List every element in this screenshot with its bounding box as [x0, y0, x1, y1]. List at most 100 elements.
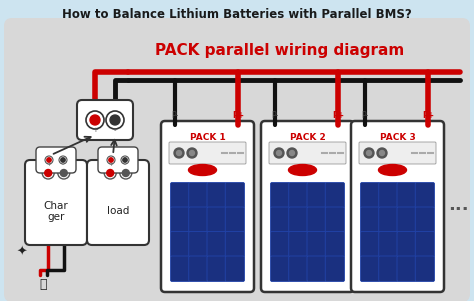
Text: PACK 3: PACK 3: [380, 132, 415, 141]
Circle shape: [176, 150, 182, 156]
Circle shape: [104, 167, 116, 179]
FancyBboxPatch shape: [207, 207, 226, 232]
Ellipse shape: [379, 165, 407, 175]
Circle shape: [59, 156, 67, 164]
Circle shape: [42, 167, 54, 179]
Circle shape: [107, 156, 115, 164]
Circle shape: [60, 169, 67, 176]
FancyBboxPatch shape: [415, 207, 435, 232]
FancyBboxPatch shape: [225, 207, 245, 232]
FancyBboxPatch shape: [271, 231, 290, 257]
FancyBboxPatch shape: [271, 182, 290, 208]
FancyBboxPatch shape: [189, 231, 208, 257]
FancyBboxPatch shape: [169, 142, 246, 164]
FancyBboxPatch shape: [415, 231, 435, 257]
FancyBboxPatch shape: [189, 182, 208, 208]
Circle shape: [86, 111, 104, 129]
FancyBboxPatch shape: [271, 256, 290, 281]
Circle shape: [287, 148, 297, 158]
Circle shape: [90, 115, 100, 125]
Circle shape: [380, 150, 384, 156]
FancyBboxPatch shape: [171, 207, 190, 232]
Circle shape: [174, 148, 184, 158]
FancyBboxPatch shape: [325, 182, 345, 208]
FancyBboxPatch shape: [415, 182, 435, 208]
Text: ⏚: ⏚: [39, 278, 47, 291]
Text: +: +: [109, 162, 113, 167]
Circle shape: [274, 148, 284, 158]
Ellipse shape: [289, 165, 317, 175]
Text: ...: ...: [447, 196, 468, 214]
Circle shape: [377, 148, 387, 158]
Text: -: -: [62, 162, 64, 167]
Text: P+: P+: [232, 110, 244, 119]
FancyBboxPatch shape: [225, 182, 245, 208]
Text: P+: P+: [332, 110, 344, 119]
FancyBboxPatch shape: [261, 121, 354, 292]
Circle shape: [45, 156, 53, 164]
FancyBboxPatch shape: [207, 256, 226, 281]
FancyBboxPatch shape: [379, 256, 398, 281]
FancyBboxPatch shape: [307, 231, 326, 257]
FancyBboxPatch shape: [307, 207, 326, 232]
FancyBboxPatch shape: [87, 160, 149, 245]
FancyBboxPatch shape: [397, 182, 416, 208]
Circle shape: [187, 148, 197, 158]
FancyBboxPatch shape: [361, 231, 380, 257]
FancyBboxPatch shape: [207, 182, 226, 208]
FancyBboxPatch shape: [171, 231, 190, 257]
FancyBboxPatch shape: [415, 256, 435, 281]
Text: PACK 2: PACK 2: [290, 132, 325, 141]
Circle shape: [47, 158, 51, 162]
Text: P-: P-: [272, 110, 279, 119]
FancyBboxPatch shape: [189, 256, 208, 281]
Text: P-: P-: [172, 110, 179, 119]
FancyBboxPatch shape: [161, 121, 254, 292]
FancyBboxPatch shape: [289, 182, 308, 208]
FancyBboxPatch shape: [361, 182, 380, 208]
Circle shape: [290, 150, 294, 156]
Ellipse shape: [189, 165, 217, 175]
FancyBboxPatch shape: [289, 207, 308, 232]
FancyBboxPatch shape: [397, 207, 416, 232]
FancyBboxPatch shape: [325, 207, 345, 232]
FancyBboxPatch shape: [171, 182, 190, 208]
Text: P-: P-: [361, 110, 369, 119]
FancyBboxPatch shape: [379, 207, 398, 232]
Text: load: load: [107, 206, 129, 216]
Text: P+: P+: [422, 110, 434, 119]
Circle shape: [121, 156, 129, 164]
FancyBboxPatch shape: [225, 231, 245, 257]
Text: +: +: [46, 162, 51, 167]
FancyBboxPatch shape: [351, 121, 444, 292]
FancyBboxPatch shape: [189, 207, 208, 232]
Circle shape: [110, 115, 120, 125]
FancyBboxPatch shape: [77, 100, 133, 140]
FancyBboxPatch shape: [359, 142, 436, 164]
Text: -: -: [114, 127, 116, 133]
FancyBboxPatch shape: [36, 147, 76, 173]
FancyBboxPatch shape: [397, 231, 416, 257]
FancyBboxPatch shape: [25, 160, 87, 245]
Circle shape: [61, 158, 65, 162]
FancyBboxPatch shape: [269, 142, 346, 164]
Text: +: +: [92, 127, 98, 133]
FancyBboxPatch shape: [289, 256, 308, 281]
Text: PACK 1: PACK 1: [190, 132, 225, 141]
Circle shape: [120, 167, 132, 179]
FancyBboxPatch shape: [379, 182, 398, 208]
Circle shape: [364, 148, 374, 158]
Circle shape: [122, 169, 129, 176]
FancyBboxPatch shape: [307, 256, 326, 281]
FancyBboxPatch shape: [207, 231, 226, 257]
Circle shape: [45, 169, 52, 176]
Text: Char
ger: Char ger: [44, 201, 68, 222]
FancyBboxPatch shape: [271, 207, 290, 232]
Circle shape: [107, 169, 114, 176]
Circle shape: [276, 150, 282, 156]
FancyBboxPatch shape: [289, 231, 308, 257]
Circle shape: [58, 167, 70, 179]
FancyBboxPatch shape: [325, 231, 345, 257]
FancyBboxPatch shape: [397, 256, 416, 281]
Circle shape: [109, 158, 113, 162]
